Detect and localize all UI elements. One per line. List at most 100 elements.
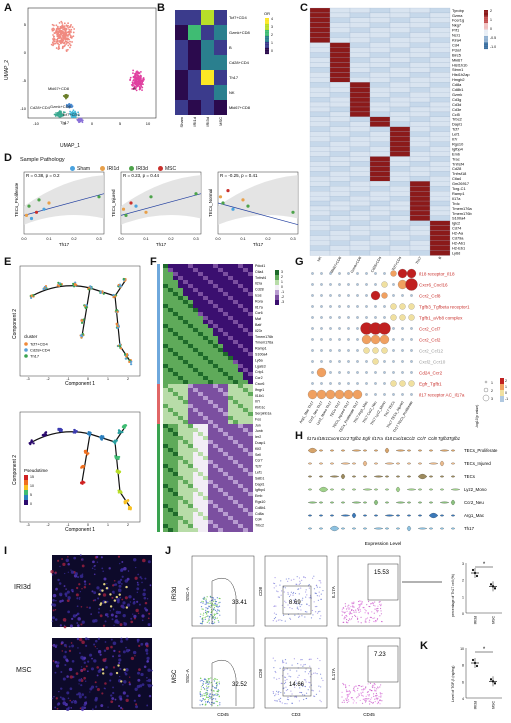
umap-point (66, 105, 69, 108)
j-event (276, 690, 278, 692)
g-dot (383, 393, 386, 396)
umap-point (133, 82, 136, 85)
f-cell (228, 464, 233, 468)
j-event (294, 614, 296, 616)
j-event (352, 698, 354, 701)
f-cell (218, 512, 223, 516)
marker-cell (409, 141, 431, 147)
f-cell (223, 356, 228, 360)
f-cell (203, 416, 208, 420)
if-signal (94, 698, 98, 702)
f-cell (228, 408, 233, 412)
f-cell (173, 276, 178, 280)
f-cell (168, 400, 173, 404)
f-cell (203, 268, 208, 272)
f-cell (233, 436, 238, 440)
j-event (213, 698, 215, 700)
marker-cell (429, 87, 451, 93)
j-event (368, 693, 371, 696)
f-cell (213, 344, 218, 348)
f-cell (243, 508, 248, 512)
umap-point (60, 37, 63, 40)
if-signal (78, 598, 81, 600)
f-gene-label: Il18r1 (255, 394, 264, 398)
j-event (210, 596, 212, 599)
f-cell (208, 312, 213, 316)
h-violin (439, 514, 445, 517)
j-event (279, 619, 281, 621)
marker-cell (369, 210, 391, 216)
f-cell (233, 308, 238, 312)
j-event (360, 685, 362, 688)
f-cell (218, 276, 223, 280)
g-dot (338, 382, 341, 385)
g-dot (311, 371, 314, 374)
f-cell (183, 488, 188, 492)
j-event (298, 577, 301, 579)
marker-cell (329, 42, 351, 48)
umap-point (57, 115, 60, 117)
f-cell (218, 488, 223, 492)
f-cell (243, 392, 248, 396)
umap-point (70, 23, 72, 26)
marker-cell (329, 191, 351, 197)
or-cell (214, 85, 227, 100)
f-cell (163, 400, 168, 404)
g-dot (325, 389, 336, 400)
umap-point (65, 97, 67, 100)
f-cell (188, 472, 193, 476)
j-gate-2 (282, 585, 312, 615)
j-event (278, 596, 280, 598)
e-cell-point (120, 491, 123, 494)
g-dot (383, 316, 386, 319)
f-cell (193, 472, 198, 476)
f-cell (163, 456, 168, 460)
g-dot (356, 283, 359, 286)
f-cell (203, 340, 208, 344)
j-event (351, 603, 353, 605)
umap-point (66, 48, 69, 51)
j-event (358, 611, 360, 613)
f-cell (168, 500, 173, 504)
if-signal (67, 571, 69, 573)
f-cell (213, 288, 218, 292)
f-cell (203, 432, 208, 436)
g-size-legend-tick: 1 (491, 381, 493, 385)
f-cell (163, 300, 168, 304)
marker-gene-label: H2-Aa (452, 231, 464, 236)
j-event (213, 680, 216, 682)
g-dot (381, 347, 388, 354)
d-xtick: 0.0 (118, 237, 123, 241)
marker-cell (429, 161, 451, 167)
e-cell-point (118, 285, 122, 288)
f-cell (183, 472, 188, 476)
f-cell (233, 380, 238, 384)
f-gene-label: Ramp1 (255, 347, 267, 351)
f-cell (208, 368, 213, 372)
f-cell (163, 340, 168, 344)
e-pseudotime-swatch (24, 495, 28, 500)
marker-gene-label: Tyrobp (452, 8, 464, 13)
f-cell (233, 464, 238, 468)
f-cell (183, 460, 188, 464)
f-cell (203, 332, 208, 336)
if-signal (113, 649, 116, 653)
j-event (360, 693, 362, 695)
h-xlabel: Expression Level (365, 541, 402, 547)
marker-cell (329, 7, 351, 14)
if-signal (133, 699, 136, 702)
umap-point (129, 79, 132, 82)
f-cell (233, 348, 238, 352)
f-cell (213, 436, 218, 440)
f-cell (223, 416, 228, 420)
j-event (218, 689, 220, 692)
j-event (307, 673, 310, 675)
h-violin (395, 486, 401, 493)
f-cell (203, 464, 208, 468)
umap-point (141, 86, 144, 89)
j-event (306, 594, 308, 596)
j-event (352, 605, 354, 607)
f-cell (238, 392, 243, 396)
marker-cell (309, 191, 331, 197)
h-violin (340, 462, 351, 465)
